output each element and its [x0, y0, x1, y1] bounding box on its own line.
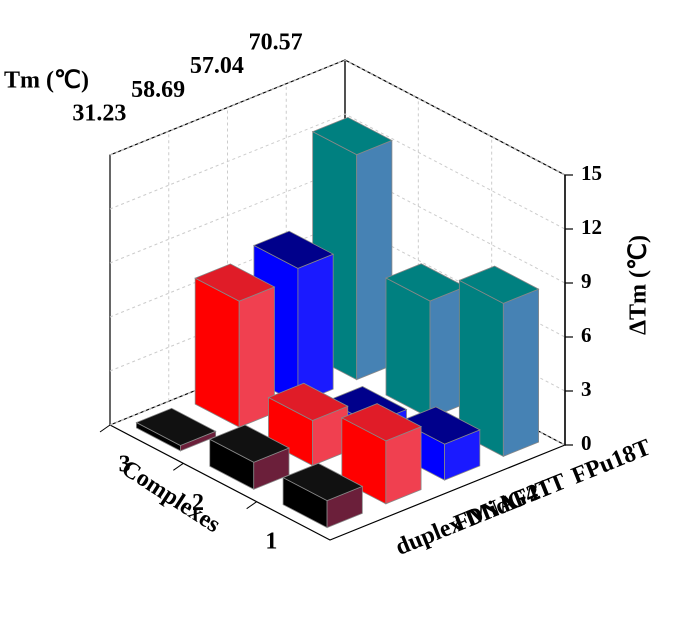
grid-line — [109, 113, 566, 230]
bar-left-face — [194, 277, 240, 428]
bar-top-face — [267, 382, 349, 421]
tm-label: 31.23 — [72, 101, 126, 127]
grid-line — [109, 59, 566, 176]
bar-top-face — [311, 116, 393, 156]
tm-label: 70.57 — [249, 29, 303, 55]
chart-title: Tm (℃) — [4, 68, 89, 94]
bar — [385, 263, 467, 419]
x-tick — [246, 501, 257, 510]
bar-top-face — [252, 230, 335, 269]
z-tick-label: 0 — [581, 431, 592, 455]
x-tick-label: 3 — [119, 452, 131, 478]
bar — [267, 382, 349, 467]
bar-top-face — [385, 263, 467, 302]
bar-top-face — [458, 265, 540, 304]
x-tick-label: 2 — [192, 490, 204, 516]
z-tick-label: 12 — [581, 215, 602, 239]
z-tick-label: 9 — [581, 269, 592, 293]
tm-label: 57.04 — [190, 53, 244, 79]
z-tick-label: 15 — [581, 161, 602, 185]
bar — [194, 263, 276, 428]
x-tick-label: 1 — [265, 528, 277, 554]
z-tick-label: 3 — [581, 377, 592, 401]
bar-top-face — [208, 424, 290, 463]
x-tick — [99, 424, 111, 433]
z-axis-title: ΔTm (℃) — [626, 235, 652, 335]
x-axis-title: Complexes — [117, 455, 225, 538]
bar-top-face — [340, 403, 423, 442]
bar-right-face — [297, 253, 334, 405]
x-tick — [173, 462, 184, 471]
bar-right-face — [502, 288, 539, 457]
bar-top-face — [282, 462, 364, 502]
z-tick-label: 6 — [581, 323, 592, 347]
series-label: F21T — [509, 469, 569, 514]
bar-top-face — [194, 263, 276, 302]
bar-top-face — [135, 407, 217, 446]
tm-label: 58.69 — [131, 77, 185, 103]
bar-left-face — [385, 277, 431, 419]
bar — [135, 407, 217, 452]
bar — [208, 424, 290, 490]
bar — [458, 265, 540, 457]
bar — [282, 462, 364, 529]
